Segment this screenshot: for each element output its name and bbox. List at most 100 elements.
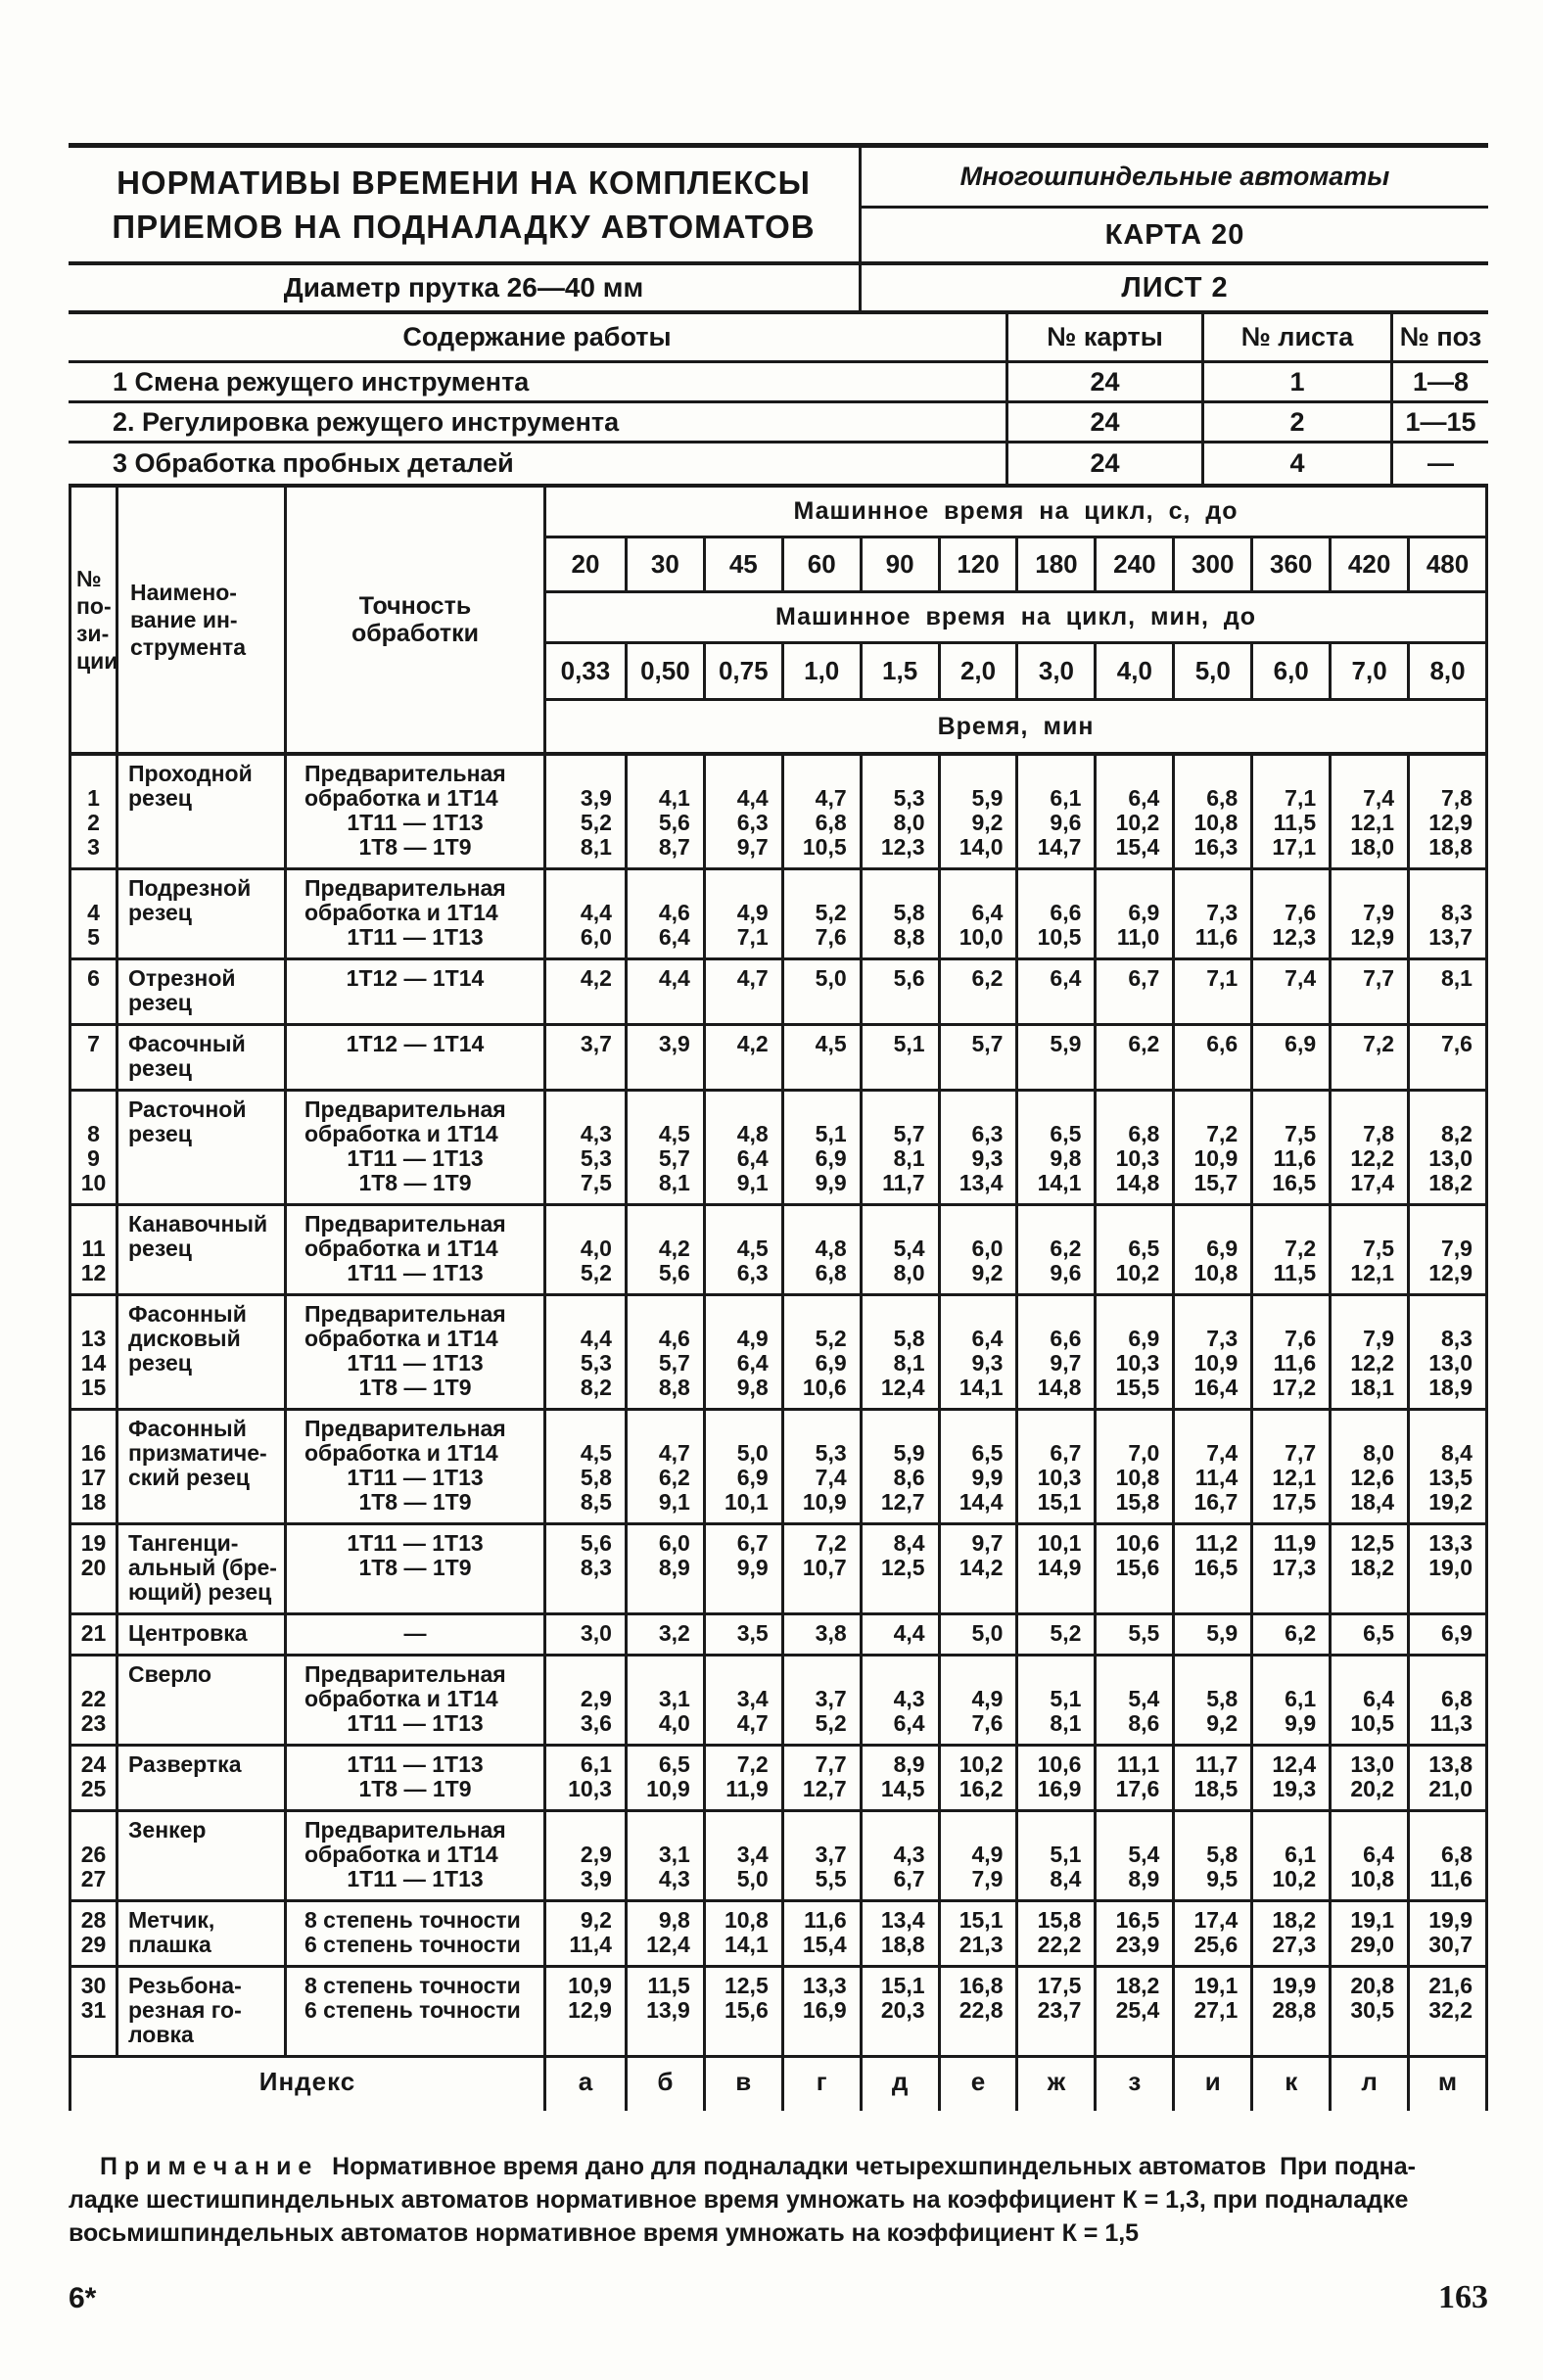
time-value-cell: 4,2 — [624, 1237, 703, 1261]
time-value-cell — [1015, 991, 1094, 1023]
time-value-cell — [1250, 2023, 1329, 2055]
tool-name-cell: ющий) резец — [118, 1580, 287, 1612]
time-value-cell — [1172, 870, 1250, 901]
time-value-cell: 5,5 — [780, 1867, 860, 1899]
time-value-cell: 7,7 — [1250, 1441, 1329, 1466]
time-value-cell: 16,3 — [1172, 835, 1250, 867]
time-value-cell: 25,4 — [1094, 1998, 1172, 2023]
time-value-cell — [859, 1206, 938, 1237]
time-value-cell: 7,9 — [1329, 901, 1407, 925]
time-value-cell: 3,4 — [702, 1843, 781, 1867]
time-value-cell: 16,4 — [1172, 1376, 1250, 1408]
position-cell: 6 — [71, 960, 118, 991]
time-value-cell — [937, 1657, 1016, 1687]
position-cell: 8 — [71, 1122, 118, 1146]
time-value-cell: 19,9 — [1407, 1902, 1485, 1933]
time-value-cell: 6,0 — [937, 1237, 1016, 1261]
time-value-cell: 20,3 — [859, 1998, 938, 2023]
time-value-cell — [780, 1812, 860, 1843]
time-value-cell: 13,3 — [1407, 1525, 1485, 1556]
time-value-cell — [780, 1411, 860, 1441]
card-header: НОРМАТИВЫ ВРЕМЕНИ НА КОМПЛЕКСЫ ПРИЕМОВ Н… — [69, 143, 1488, 314]
time-value-cell: 8,4 — [1407, 1441, 1485, 1466]
time-value-cell: 18,8 — [1407, 835, 1485, 867]
time-value-cell: 10,7 — [780, 1556, 860, 1580]
time-value-cell: 27,3 — [1250, 1933, 1329, 1965]
time-value-cell: 8,1 — [1407, 960, 1485, 991]
time-value-cell: 12,7 — [859, 1490, 938, 1522]
time-value-cell: 11,3 — [1407, 1711, 1485, 1744]
time-value-cell: 6,1 — [580, 1751, 612, 1777]
document-title: НОРМАТИВЫ ВРЕМЕНИ НА КОМПЛЕКСЫ ПРИЕМОВ Н… — [69, 148, 862, 261]
tool-name-cell — [118, 1376, 287, 1408]
time-value-cell: 6,5 — [937, 1441, 1016, 1466]
time-value-cell — [859, 1092, 938, 1122]
time-value-cell — [702, 1056, 781, 1089]
tool-name-cell: Подрезной — [118, 870, 287, 901]
page-number: 163 — [1438, 2279, 1488, 2315]
time-value-cell: 10,8 — [1172, 1261, 1250, 1293]
time-value-cell: 4,8 — [780, 1237, 860, 1261]
time-value-cell: 8,6 — [1094, 1711, 1172, 1744]
time-value-cell: 19,3 — [1250, 1777, 1329, 1809]
time-value-cell — [937, 991, 1016, 1023]
time-value-cell: 6,8 — [1094, 1122, 1172, 1146]
time-value-cell: 19,2 — [1407, 1490, 1485, 1522]
time-value-cell: 4,2 — [702, 1026, 781, 1056]
precision-cell — [287, 1056, 546, 1089]
work-card-cell: 24 — [1005, 443, 1201, 484]
precision-cell: — — [287, 1615, 546, 1654]
time-value-cell — [1094, 1812, 1172, 1843]
time-value-cell: 6,3 — [702, 1261, 781, 1293]
time-value-cell — [1094, 756, 1172, 786]
tool-name-cell: ловка — [118, 2023, 287, 2055]
time-value-cell — [1329, 991, 1407, 1023]
time-value-cell: 23,9 — [1094, 1933, 1172, 1965]
time-value-cell — [624, 991, 703, 1023]
index-value-cell: е — [937, 2058, 1016, 2111]
time-value-cell — [702, 991, 781, 1023]
time-value-cell — [1329, 1092, 1407, 1122]
time-value-cell: 3,1 — [624, 1687, 703, 1711]
time-value-cell: 5,7 — [937, 1026, 1016, 1056]
time-value-cell: 15,7 — [1172, 1171, 1250, 1203]
position-cell — [71, 1206, 118, 1237]
time-value-cell: 14,8 — [1094, 1171, 1172, 1203]
time-value-cell: 7,4 — [1250, 960, 1329, 991]
time-value-cell: 5,7 — [624, 1146, 703, 1171]
time-value-cell: 5,5 — [1094, 1615, 1172, 1654]
time-value-cell: 12,1 — [1329, 811, 1407, 835]
time-value-cell — [546, 1296, 625, 1327]
time-value-cell: 4,1 — [624, 786, 703, 811]
bar-diameter-label: Диаметр прутка 26—40 мм — [69, 261, 862, 310]
time-value-cell — [1172, 991, 1250, 1023]
time-value-cell: 5,2 — [780, 1327, 860, 1351]
time-value-cell — [702, 1092, 781, 1122]
time-value-cell: 10,8 — [1329, 1867, 1407, 1899]
time-value-cell: 4,9 — [937, 1843, 1016, 1867]
time-value-cell — [780, 2023, 860, 2055]
time-value-cell: 12,5 — [702, 1968, 781, 1998]
work-pos-cell: 1—8 — [1390, 363, 1488, 403]
time-value-cell: 6,4 — [937, 1327, 1016, 1351]
time-value-cell: 5,6 — [624, 811, 703, 835]
main-table: № по- зи- ции Наимено- вание ин- струмен… — [69, 484, 1488, 2111]
time-value-cell: 18,2 — [1250, 1902, 1329, 1933]
precision-cell: 1Т11 — 1Т13 — [287, 1867, 546, 1899]
time-value-cell: 4,9 — [702, 1327, 781, 1351]
tool-groups: Проходной Предварительная 1 резец обработка … — [71, 756, 1485, 2055]
precision-cell: 1Т12 — 1Т14 — [287, 960, 546, 991]
time-value-cell — [546, 1812, 625, 1843]
time-value-cell: 18,9 — [1407, 1376, 1485, 1408]
time-value-cell: 12,5 — [859, 1556, 938, 1580]
time-value-cell: 12,9 — [568, 1997, 612, 2023]
index-value-cell: б — [624, 2058, 703, 2111]
time-value-cell: 10,3 — [1094, 1146, 1172, 1171]
time-value-cell: 7,6 — [780, 925, 860, 957]
time-value-cell: 10,8 — [702, 1902, 781, 1933]
time-band-header: Время, мин — [937, 712, 1095, 740]
time-value-cell — [1172, 1657, 1250, 1687]
minutes-value-cell: 5,0 — [1172, 644, 1250, 698]
tool-name-cell: Канавочный — [118, 1206, 287, 1237]
tool-name-cell: резец — [118, 786, 287, 811]
